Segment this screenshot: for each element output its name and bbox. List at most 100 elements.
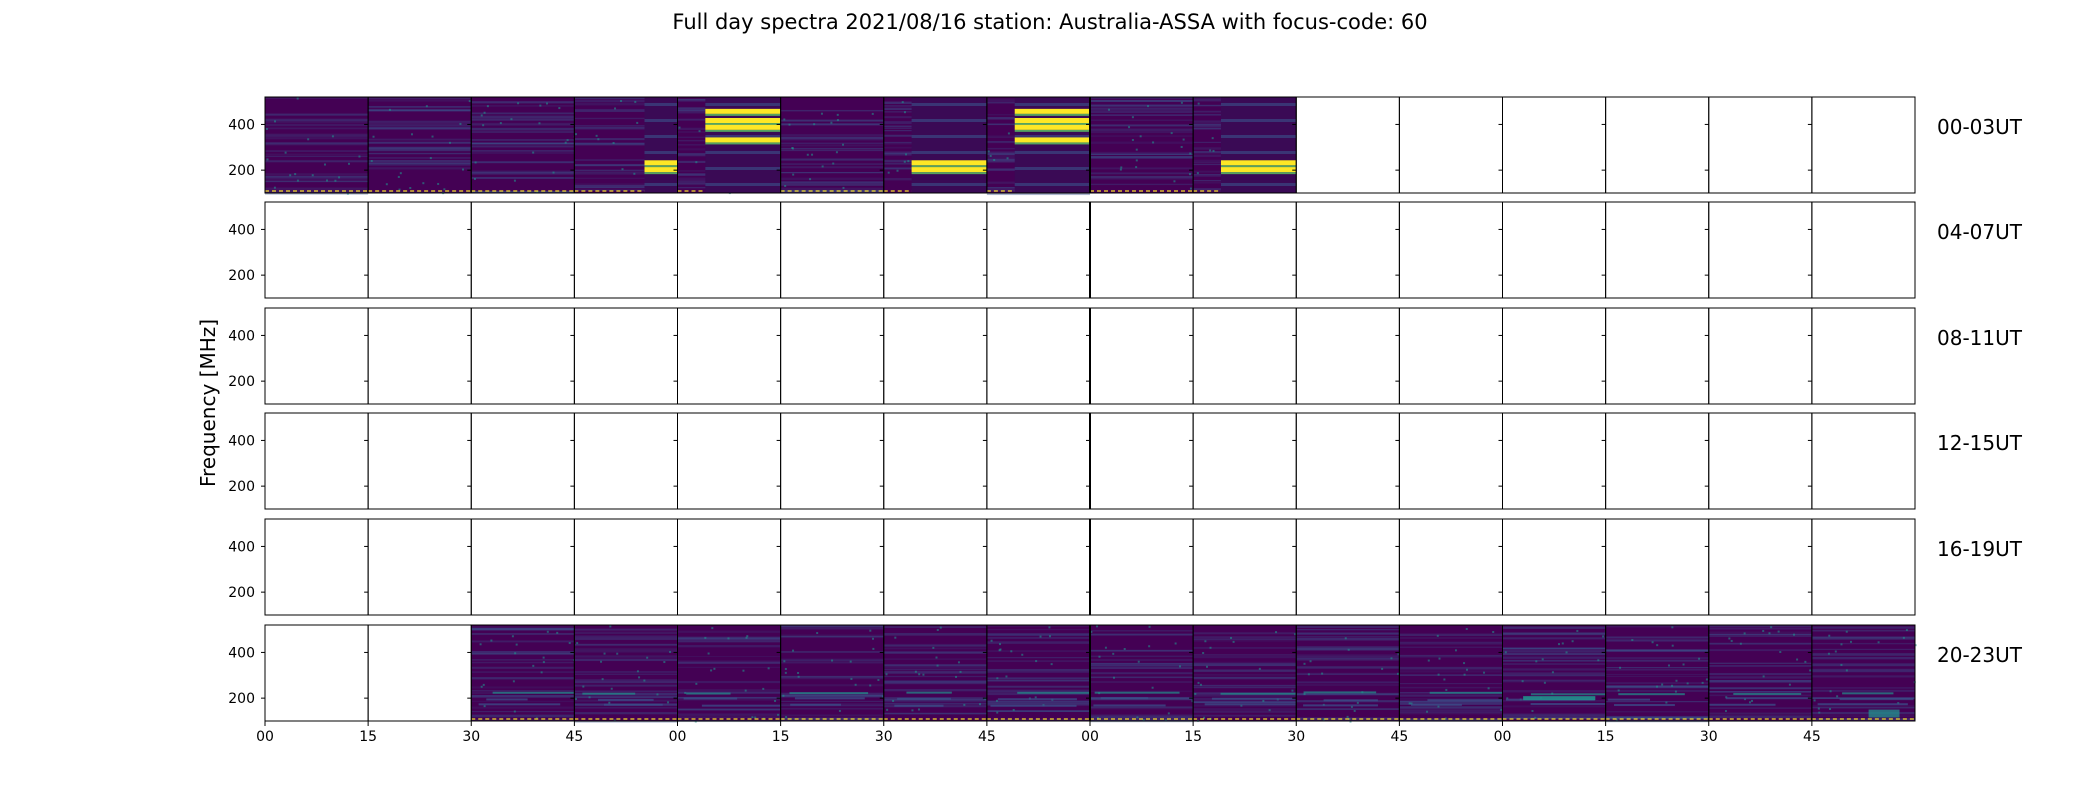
burst-line xyxy=(705,137,781,143)
noise-speckle xyxy=(707,652,710,655)
noise-speckle xyxy=(1322,718,1325,721)
burst-line-edge xyxy=(1014,142,1090,145)
noise-speckle xyxy=(459,122,462,125)
noise-speckle xyxy=(513,179,516,182)
noise-streak xyxy=(1708,662,1812,665)
noise-speckle xyxy=(1268,709,1271,712)
noise-streak xyxy=(1090,105,1194,107)
emission-trace xyxy=(1618,693,1685,696)
panel-frame xyxy=(470,201,575,299)
noise-streak xyxy=(986,710,1090,712)
noise-streak xyxy=(986,668,1090,672)
noise-streak xyxy=(883,671,987,674)
noise-streak xyxy=(471,695,575,697)
noise-streak xyxy=(780,139,884,141)
noise-speckle xyxy=(784,667,787,670)
noise-streak xyxy=(368,127,472,130)
noise-streak xyxy=(265,175,369,178)
noise-streak xyxy=(1090,655,1194,657)
noise-streak xyxy=(986,637,1090,639)
noise-streak xyxy=(1090,707,1194,710)
noise-streak xyxy=(471,633,575,635)
noise-streak xyxy=(1090,183,1194,186)
noise-streak xyxy=(780,627,884,630)
noise-speckle xyxy=(1135,148,1138,151)
noise-speckle xyxy=(993,158,996,161)
noise-speckle xyxy=(835,151,838,154)
noise-streak xyxy=(471,628,575,631)
noise-streak xyxy=(1502,637,1606,640)
noise-speckle xyxy=(831,659,834,662)
noise-streak xyxy=(1296,646,1400,648)
noise-streak xyxy=(1399,698,1503,700)
panel-frame xyxy=(367,518,472,616)
noise-speckle xyxy=(1148,645,1151,648)
noise-speckle xyxy=(575,698,578,701)
burst-line xyxy=(644,160,678,166)
noise-streak xyxy=(986,671,1090,673)
row-time-label: 08-11UT xyxy=(1937,326,2023,350)
noise-streak xyxy=(1708,680,1812,683)
burst-line xyxy=(1220,160,1297,166)
noise-speckle xyxy=(636,670,639,673)
emission-trace xyxy=(1017,691,1102,694)
noise-speckle xyxy=(1576,629,1579,632)
noise-speckle xyxy=(1348,718,1351,721)
panel-frame xyxy=(1089,307,1194,405)
noise-streak xyxy=(1090,155,1194,158)
noise-speckle xyxy=(1619,666,1622,669)
noise-speckle xyxy=(274,120,277,123)
noise-speckle xyxy=(1902,636,1905,639)
noise-speckle xyxy=(1762,629,1765,632)
noise-streak xyxy=(1811,637,1915,640)
noise-speckle xyxy=(1436,634,1439,637)
noise-streak xyxy=(368,146,472,149)
noise-streak xyxy=(1502,680,1606,683)
noise-streak xyxy=(1605,649,1709,652)
burst-line xyxy=(705,118,781,123)
emission-trace xyxy=(897,697,951,700)
noise-streak xyxy=(1090,706,1194,709)
noise-streak xyxy=(265,137,369,140)
noise-streak xyxy=(471,628,575,631)
noise-streak xyxy=(1399,709,1503,712)
noise-streak xyxy=(471,145,575,148)
noise-speckle xyxy=(1135,166,1138,169)
noise-speckle xyxy=(542,661,545,664)
noise-streak xyxy=(1502,650,1606,653)
noise-streak xyxy=(1296,658,1400,661)
noise-speckle xyxy=(935,656,938,659)
noise-speckle xyxy=(1788,683,1791,686)
noise-streak xyxy=(1502,674,1606,677)
noise-speckle xyxy=(869,684,872,687)
noise-streak xyxy=(574,186,678,189)
x-tick-label: 30 xyxy=(1287,729,1305,745)
noise-streak xyxy=(1090,153,1194,156)
panel-frame xyxy=(573,307,678,405)
noise-streak xyxy=(471,142,575,145)
noise-speckle xyxy=(1686,682,1689,685)
noise-streak xyxy=(1193,677,1297,680)
noise-speckle xyxy=(1506,697,1509,700)
noise-speckle xyxy=(785,716,788,719)
noise-streak xyxy=(883,666,987,669)
emission-trace xyxy=(1842,692,1894,695)
noise-streak xyxy=(1296,692,1400,695)
noise-streak xyxy=(780,636,884,638)
noise-speckle xyxy=(903,160,906,163)
noise-streak xyxy=(574,185,678,188)
noise-streak xyxy=(1090,104,1194,108)
noise-speckle xyxy=(877,679,880,682)
noise-streak xyxy=(471,711,575,713)
noise-speckle xyxy=(1180,145,1183,148)
noise-speckle xyxy=(1096,717,1099,720)
burst-line-edge xyxy=(1014,129,1090,132)
emission-trace xyxy=(1093,704,1166,707)
noise-speckle xyxy=(1307,673,1310,676)
noise-streak xyxy=(1708,707,1812,710)
noise-streak xyxy=(780,625,884,628)
noise-streak xyxy=(368,162,472,165)
noise-streak xyxy=(883,665,987,667)
noise-speckle xyxy=(610,687,613,690)
noise-streak xyxy=(677,713,781,716)
